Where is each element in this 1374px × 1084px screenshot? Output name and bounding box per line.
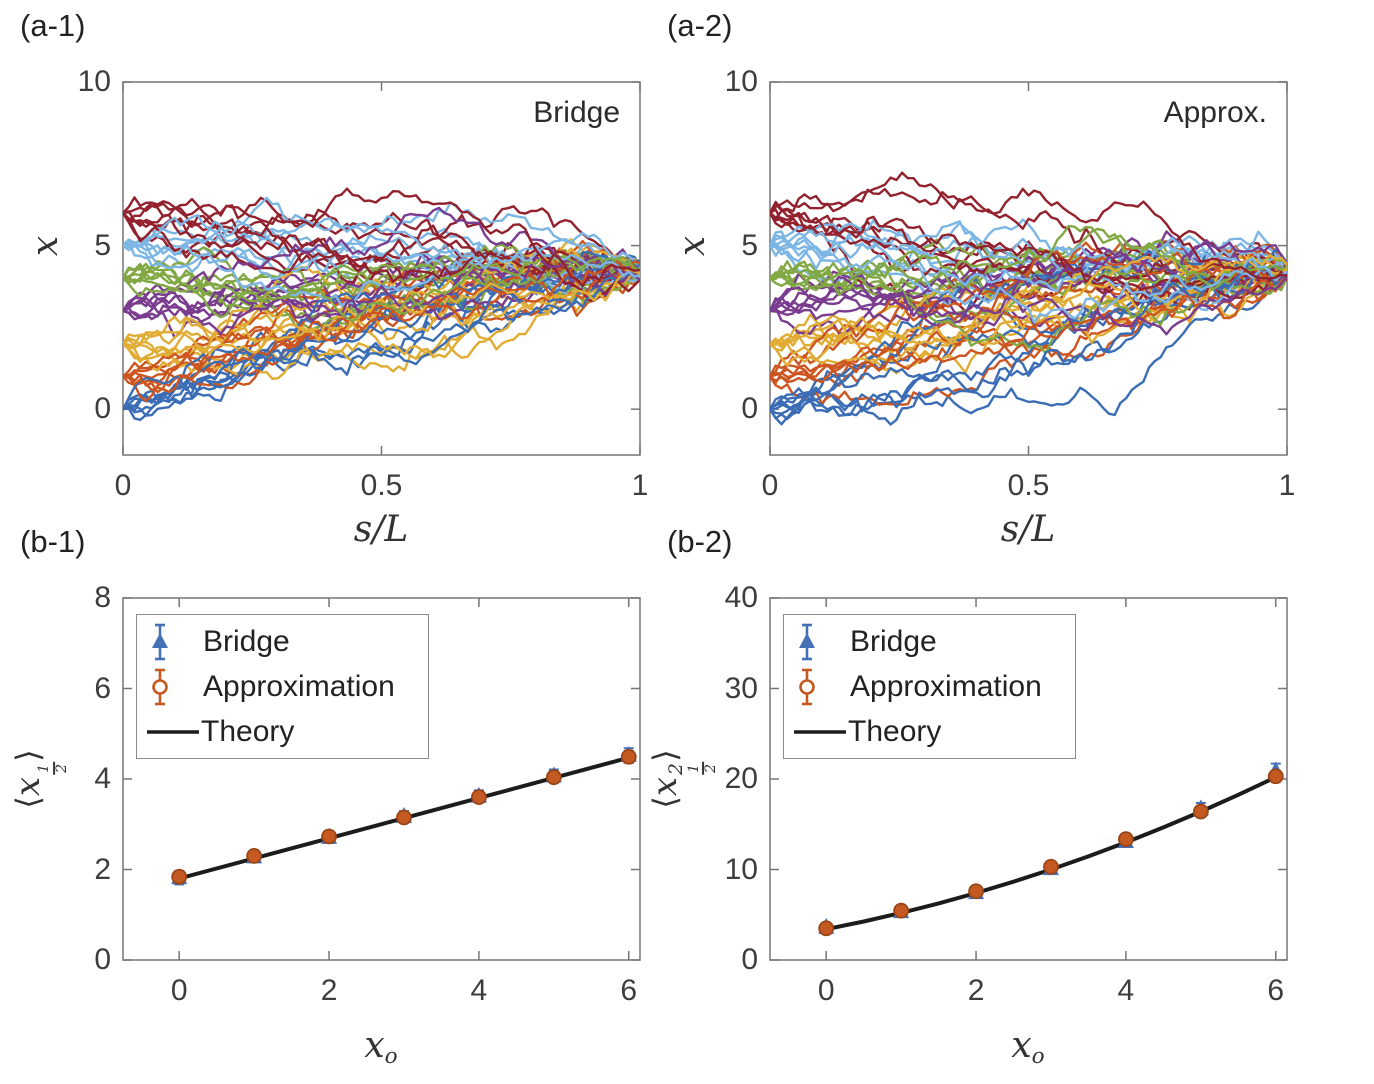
- x-tick-label: 1: [631, 469, 649, 502]
- y-tick-label: 4: [94, 762, 111, 795]
- x-tick-label: 1: [1278, 469, 1296, 502]
- legend-item-approximation: Approximation: [792, 664, 1069, 709]
- trajectories-a1: [123, 187, 640, 421]
- annotation-bridge: Bridge: [533, 96, 620, 129]
- legend-label-approximation: Approximation: [203, 669, 395, 703]
- legend-item-bridge: Bridge: [792, 619, 1069, 664]
- x-tick-label: 6: [620, 974, 638, 1007]
- x-tick-label: 4: [470, 974, 488, 1007]
- legend-label-approximation: Approximation: [850, 669, 1042, 703]
- axes-b1: [122, 597, 641, 961]
- legend-item-theory: Theory: [145, 709, 422, 754]
- y-tick-label: 10: [724, 852, 758, 886]
- approx-errorbar-circle-icon: [145, 665, 201, 709]
- x-tick-label: 4: [1117, 974, 1135, 1007]
- x-tick-label: 0: [817, 974, 835, 1007]
- y-tick-label: 20: [724, 762, 758, 795]
- legend-b2: Bridge Approximation Theory: [783, 614, 1076, 759]
- series-bridge: [818, 761, 1284, 934]
- x-tick-label: 0: [761, 469, 779, 502]
- series-b1: [171, 745, 637, 886]
- xaxis-label-a2: s/L: [1000, 509, 1056, 550]
- approx-errorbar-circle-icon: [792, 665, 848, 709]
- legend-item-bridge: Bridge: [145, 619, 422, 664]
- y-tick-label: 10: [77, 65, 111, 98]
- legend-item-theory: Theory: [792, 709, 1069, 754]
- legend-label-theory: Theory: [201, 714, 295, 748]
- y-tick-label: 6: [94, 671, 111, 705]
- legend-b1: Bridge Approximation Theory: [136, 614, 429, 759]
- y-tick-label: 30: [724, 671, 758, 705]
- y-tick-label: 2: [94, 852, 111, 886]
- panel-label-b1: (b-1): [20, 524, 86, 559]
- x-tick-label: 2: [320, 974, 338, 1007]
- y-tick-label: 5: [741, 228, 758, 262]
- annotation-approx: Approx.: [1163, 96, 1267, 129]
- legend-item-approximation: Approximation: [145, 664, 422, 709]
- bridge-errorbar-triangle-icon: [145, 620, 201, 664]
- y-tick-label: 0: [741, 392, 758, 426]
- x-tick-label: 2: [967, 974, 985, 1007]
- y-tick-label: 0: [94, 943, 111, 976]
- panel-label-b2: (b-2): [667, 524, 733, 559]
- theory-line: [824, 775, 1278, 932]
- theory-line-icon: [145, 710, 201, 754]
- series-b2: [818, 761, 1284, 937]
- y-tick-label: 8: [94, 581, 111, 614]
- panel-label-a2: (a-2): [667, 8, 733, 43]
- axes-b2: [769, 597, 1288, 961]
- series-approximation: [171, 748, 637, 885]
- y-tick-label: 0: [741, 943, 758, 976]
- xaxis-label-b2: xo: [1011, 1025, 1045, 1070]
- xaxis-label-a1: s/L: [353, 509, 409, 550]
- x-tick-label: 0.5: [360, 469, 403, 502]
- y-tick-label: 10: [724, 65, 758, 98]
- y-tick-label: 5: [94, 228, 111, 262]
- panel-label-a1: (a-1): [20, 8, 86, 43]
- y-tick-label: 40: [724, 581, 758, 614]
- theory-line-icon: [792, 710, 848, 754]
- x-tick-label: 0: [170, 974, 188, 1007]
- legend-label-bridge: Bridge: [203, 624, 290, 658]
- trajectories-a2: [770, 171, 1287, 426]
- bridge-errorbar-triangle-icon: [792, 620, 848, 664]
- series-approximation: [818, 768, 1284, 937]
- xaxis-label-b1: xo: [364, 1025, 398, 1070]
- x-tick-label: 6: [1267, 974, 1285, 1007]
- legend-label-bridge: Bridge: [850, 624, 937, 658]
- y-tick-label: 0: [94, 392, 111, 426]
- legend-label-theory: Theory: [848, 714, 942, 748]
- x-tick-label: 0: [114, 469, 132, 502]
- x-tick-label: 0.5: [1007, 469, 1050, 502]
